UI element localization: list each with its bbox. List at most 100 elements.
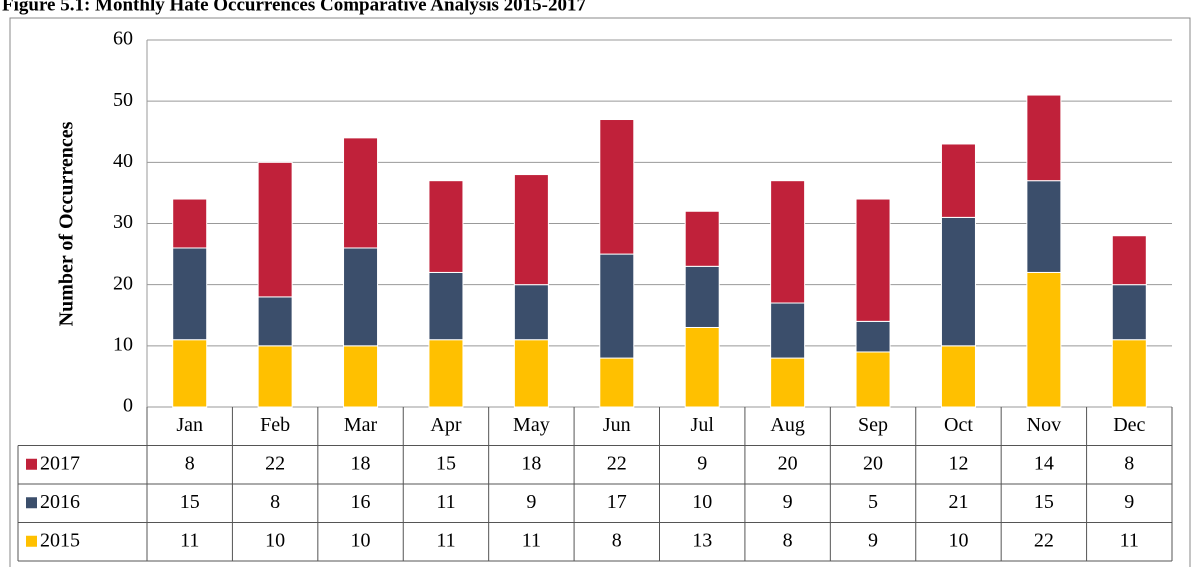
table-value: 22 bbox=[1034, 529, 1054, 551]
table-value: 15 bbox=[436, 452, 456, 474]
table-value: 11 bbox=[436, 491, 455, 513]
table-value: 9 bbox=[697, 452, 707, 474]
table-value: 10 bbox=[265, 529, 285, 551]
y-tick-label: 30 bbox=[113, 211, 133, 233]
x-tick-label: Mar bbox=[344, 414, 378, 436]
y-tick-label: 20 bbox=[113, 272, 133, 294]
x-tick-label: Dec bbox=[1113, 414, 1145, 436]
bar-segment bbox=[257, 161, 293, 298]
table-value: 22 bbox=[607, 452, 627, 474]
bar-segment bbox=[428, 180, 464, 273]
x-tick-label: Feb bbox=[260, 414, 290, 436]
bar-segment bbox=[599, 253, 635, 359]
bar-segment bbox=[428, 339, 464, 408]
table-value: 21 bbox=[948, 491, 968, 513]
legend-label: 2017 bbox=[40, 452, 80, 474]
y-tick-label: 10 bbox=[113, 333, 133, 355]
bar-segment bbox=[513, 174, 549, 286]
bar-segment bbox=[172, 247, 208, 341]
bar-segment bbox=[1026, 94, 1062, 182]
bar-segment bbox=[257, 345, 293, 408]
table-value: 8 bbox=[783, 529, 793, 551]
y-axis-title: Number of Occurrences bbox=[56, 121, 78, 326]
table-value: 8 bbox=[270, 491, 280, 513]
bar-segment bbox=[855, 351, 891, 408]
bar-segment bbox=[257, 296, 293, 347]
x-tick-label: Sep bbox=[858, 414, 888, 436]
bar-segment bbox=[1111, 339, 1147, 408]
x-tick-label: Jul bbox=[691, 414, 715, 436]
bar-segment bbox=[684, 326, 720, 408]
table-value: 11 bbox=[522, 529, 541, 551]
bar-segment bbox=[684, 210, 720, 267]
legend-label: 2015 bbox=[40, 529, 80, 551]
bar-segment bbox=[599, 357, 635, 408]
table-value: 15 bbox=[1034, 491, 1054, 513]
table-value: 14 bbox=[1034, 452, 1054, 474]
x-tick-label: Aug bbox=[770, 414, 804, 436]
table-value: 11 bbox=[1120, 529, 1139, 551]
bar-segment bbox=[770, 302, 806, 359]
y-tick-label: 60 bbox=[113, 28, 133, 50]
y-tick-label: 40 bbox=[113, 150, 133, 172]
bar-segment bbox=[343, 247, 379, 347]
bar-segment bbox=[855, 320, 891, 353]
x-tick-label: Jun bbox=[603, 414, 631, 436]
chart-border bbox=[9, 17, 1191, 567]
table-value: 20 bbox=[778, 452, 798, 474]
y-tick-label: 0 bbox=[123, 395, 133, 417]
y-tick-label: 50 bbox=[113, 89, 133, 111]
table-value: 13 bbox=[692, 529, 712, 551]
table-value: 10 bbox=[948, 529, 968, 551]
table-value: 9 bbox=[783, 491, 793, 513]
bar-segment bbox=[428, 271, 464, 341]
bar-segment bbox=[599, 119, 635, 255]
table-value: 22 bbox=[265, 452, 285, 474]
bar-segment bbox=[172, 339, 208, 408]
bar-segment bbox=[940, 143, 976, 218]
bar-segment bbox=[1026, 180, 1062, 273]
bar-segment bbox=[855, 198, 891, 322]
table-value: 11 bbox=[180, 529, 199, 551]
table-value: 15 bbox=[180, 491, 200, 513]
bar-segment bbox=[770, 180, 806, 304]
legend-key bbox=[26, 535, 37, 547]
x-tick-label: May bbox=[513, 414, 550, 436]
bar-segment bbox=[684, 265, 720, 328]
x-tick-label: Jan bbox=[176, 414, 203, 436]
x-tick-label: Oct bbox=[944, 414, 973, 436]
table-value: 17 bbox=[607, 491, 627, 513]
table-value: 11 bbox=[436, 529, 455, 551]
table-value: 9 bbox=[526, 491, 536, 513]
table-value: 5 bbox=[868, 491, 878, 513]
bar-segment bbox=[940, 345, 976, 408]
table-value: 9 bbox=[868, 529, 878, 551]
table-value: 8 bbox=[185, 452, 195, 474]
table-value: 9 bbox=[1124, 491, 1134, 513]
table-value: 12 bbox=[948, 452, 968, 474]
x-tick-label: Nov bbox=[1027, 414, 1061, 436]
table-value: 20 bbox=[863, 452, 883, 474]
bar-segment bbox=[940, 216, 976, 347]
bar-segment bbox=[172, 198, 208, 249]
legend-key bbox=[26, 497, 37, 509]
bar-segment bbox=[1111, 284, 1147, 341]
legend-label: 2016 bbox=[40, 491, 80, 513]
bar-segment bbox=[770, 357, 806, 408]
table-value: 18 bbox=[351, 452, 371, 474]
table-value: 10 bbox=[692, 491, 712, 513]
table-value: 10 bbox=[351, 529, 371, 551]
bar-segment bbox=[343, 345, 379, 408]
table-value: 8 bbox=[612, 529, 622, 551]
table-value: 16 bbox=[351, 491, 371, 513]
bar-segment bbox=[1111, 235, 1147, 286]
bar-segment bbox=[513, 339, 549, 408]
table-value: 8 bbox=[1124, 452, 1134, 474]
legend-key bbox=[26, 458, 37, 470]
chart-title: Figure 5.1: Monthly Hate Occurrences Com… bbox=[2, 0, 587, 15]
x-tick-label: Apr bbox=[430, 414, 461, 436]
table-value: 18 bbox=[521, 452, 541, 474]
bar-segment bbox=[1026, 271, 1062, 408]
